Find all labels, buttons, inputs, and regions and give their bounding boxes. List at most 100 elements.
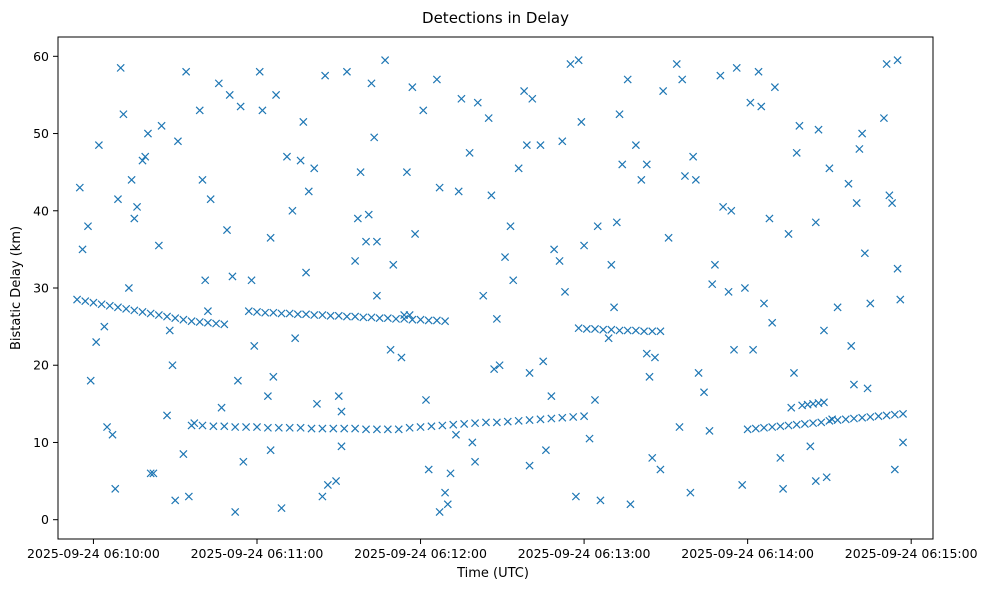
data-point <box>329 424 338 433</box>
data-point <box>612 218 621 227</box>
data-point <box>623 326 632 335</box>
data-point <box>694 368 703 377</box>
data-point <box>708 280 717 289</box>
data-point <box>386 345 395 354</box>
data-point <box>231 507 240 516</box>
data-point <box>375 314 384 323</box>
data-point <box>604 334 613 343</box>
data-point <box>299 117 308 126</box>
x-tick-label: 2025-09-24 06:14:00 <box>681 546 814 561</box>
data-point <box>266 446 275 455</box>
data-point <box>424 316 433 325</box>
y-tick-label: 40 <box>33 203 49 218</box>
data-point <box>277 309 286 318</box>
data-point <box>94 141 103 150</box>
data-point <box>792 148 801 157</box>
data-point <box>520 87 529 96</box>
data-point <box>250 341 259 350</box>
data-point <box>323 480 332 489</box>
data-point <box>574 324 583 333</box>
data-point <box>438 421 447 430</box>
data-point <box>471 457 480 466</box>
data-point <box>318 492 327 501</box>
data-point <box>879 114 888 123</box>
data-point <box>285 309 294 318</box>
data-point <box>214 79 223 88</box>
data-point <box>738 480 747 489</box>
data-point <box>113 303 122 312</box>
data-point <box>487 191 496 200</box>
data-point <box>626 500 635 509</box>
data-point <box>822 473 831 482</box>
data-point <box>198 421 207 430</box>
data-point <box>263 392 272 401</box>
data-point <box>645 372 654 381</box>
data-point <box>874 412 883 421</box>
data-point <box>847 341 856 350</box>
data-point <box>607 325 616 334</box>
data-point <box>479 291 488 300</box>
data-point <box>792 420 801 429</box>
data-point <box>590 324 600 333</box>
data-point <box>86 376 95 385</box>
data-point <box>492 418 501 427</box>
data-point <box>648 453 657 462</box>
data-point <box>75 183 84 192</box>
data-point <box>81 297 90 306</box>
data-point <box>146 309 155 318</box>
data-point <box>768 422 777 432</box>
data-point <box>547 414 556 423</box>
data-point <box>206 195 215 204</box>
data-point <box>236 102 245 111</box>
data-point <box>247 276 256 285</box>
data-point <box>105 301 114 310</box>
data-point <box>637 175 646 184</box>
data-point <box>266 233 275 242</box>
data-point <box>770 83 779 92</box>
data-point <box>302 310 311 319</box>
data-point <box>359 313 368 322</box>
data-point <box>370 133 379 142</box>
data-point <box>746 98 755 107</box>
data-point <box>163 411 172 420</box>
data-point <box>841 415 850 424</box>
data-point <box>138 307 147 316</box>
data-point <box>179 315 188 324</box>
data-point <box>555 256 564 265</box>
data-point <box>648 327 657 336</box>
data-point <box>258 106 267 115</box>
data-point <box>558 413 567 422</box>
data-point <box>784 229 793 238</box>
data-point <box>383 314 392 323</box>
data-point <box>833 303 842 312</box>
data-point <box>252 307 262 316</box>
data-point <box>506 222 515 231</box>
data-point <box>727 206 736 215</box>
data-point <box>220 320 229 329</box>
data-point <box>122 304 131 313</box>
data-point <box>100 322 109 331</box>
y-axis: 0 10 20 30 40 50 60 <box>33 49 58 527</box>
data-point <box>779 484 788 493</box>
data-point <box>811 477 820 486</box>
data-point <box>710 260 719 269</box>
data-point <box>866 412 875 421</box>
data-point <box>817 418 826 427</box>
data-point <box>501 253 510 262</box>
data-point <box>400 314 409 323</box>
data-point <box>814 125 823 134</box>
data-point <box>97 300 106 309</box>
data-point <box>225 90 234 99</box>
y-tick-label: 30 <box>33 281 49 296</box>
data-point <box>416 315 425 324</box>
data-point <box>269 308 278 317</box>
data-point <box>435 183 444 192</box>
data-point <box>765 214 774 223</box>
data-point <box>460 419 469 428</box>
data-point <box>83 222 93 231</box>
data-point <box>411 229 420 238</box>
plot-area <box>58 37 933 539</box>
data-point <box>659 87 668 96</box>
data-point <box>863 384 872 393</box>
data-point <box>173 137 182 146</box>
